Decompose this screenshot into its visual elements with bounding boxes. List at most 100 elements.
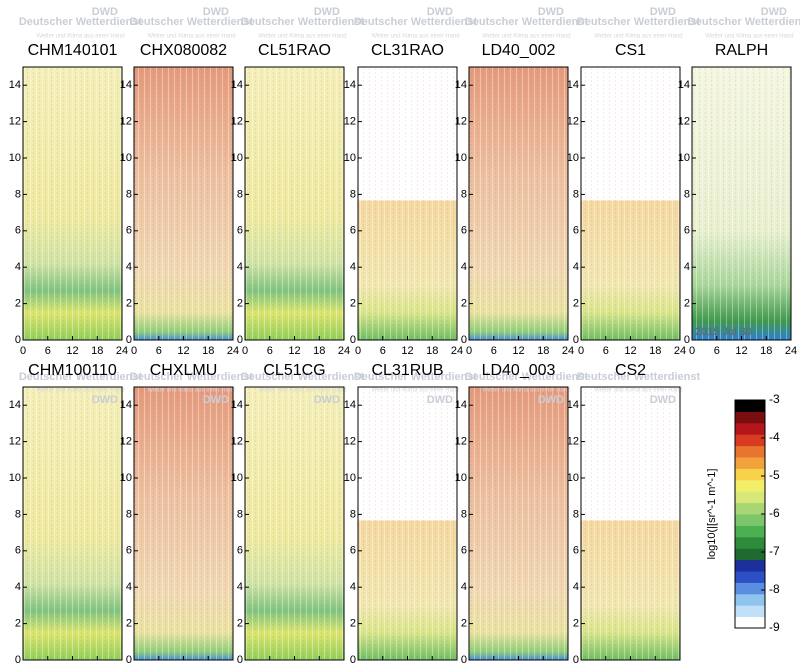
y-tick-label: 12 xyxy=(231,116,243,128)
panel-title: LD40_002 xyxy=(482,42,556,59)
panel: Deutscher Wetterdienst Wetter und Klima a… xyxy=(231,6,365,357)
colorbar-segment xyxy=(735,605,765,618)
y-tick-label: 12 xyxy=(231,436,243,448)
colorbar-segment xyxy=(735,514,765,526)
y-tick-label: 4 xyxy=(15,581,21,593)
y-tick-label: 4 xyxy=(126,261,132,273)
colorbar-tick-label: -3 xyxy=(769,392,780,406)
y-tick-label: 2 xyxy=(461,618,467,630)
watermark-logo: DWD xyxy=(203,6,229,18)
x-tick-label: 12 xyxy=(288,345,300,357)
y-tick-label: 4 xyxy=(237,581,243,593)
watermark-tagline: Wetter und Klima aus einer Hand xyxy=(258,388,346,394)
x-tick-label: 6 xyxy=(603,345,609,357)
backscatter-texture xyxy=(581,387,680,660)
y-tick-label: 2 xyxy=(573,298,579,310)
x-tick-label: 6 xyxy=(380,345,386,357)
y-tick-label: 12 xyxy=(455,116,467,128)
colorbar-tick-label: -7 xyxy=(769,544,780,558)
watermark-name: Deutscher Wetterdienst xyxy=(130,16,254,28)
x-tick-label: 12 xyxy=(66,345,78,357)
x-tick-label: 0 xyxy=(20,345,26,357)
y-tick-label: 8 xyxy=(684,188,690,200)
watermark-name: Deutscher Wetterdienst xyxy=(354,16,478,28)
y-tick-label: 10 xyxy=(9,152,21,164)
backscatter-texture xyxy=(469,387,568,660)
x-tick-label: 24 xyxy=(451,345,463,357)
watermark-tagline: Wetter und Klima aus einer Hand xyxy=(482,34,570,40)
y-tick-label: 2 xyxy=(350,298,356,310)
y-tick-label: 6 xyxy=(350,225,356,237)
backscatter-texture xyxy=(23,67,122,340)
y-tick-label: 8 xyxy=(573,508,579,520)
panel: Deutscher Wetterdienst Wetter und Klima a… xyxy=(678,6,800,357)
y-tick-label: 8 xyxy=(126,508,132,520)
y-tick-label: 6 xyxy=(15,225,21,237)
y-tick-label: 8 xyxy=(126,188,132,200)
colorbar-segment xyxy=(735,445,765,458)
y-tick-label: 2 xyxy=(684,298,690,310)
y-tick-label: 12 xyxy=(9,436,21,448)
x-tick-label: 0 xyxy=(689,345,695,357)
y-tick-label: 12 xyxy=(567,436,579,448)
y-tick-label: 10 xyxy=(231,152,243,164)
watermark-logo: DWD xyxy=(650,394,676,406)
y-tick-label: 2 xyxy=(126,618,132,630)
watermark-name: Deutscher Wetterdienst xyxy=(577,16,701,28)
panel-title: CL31RUB xyxy=(371,362,443,379)
x-tick-label: 12 xyxy=(401,345,413,357)
watermark-logo: DWD xyxy=(203,394,229,406)
y-tick-label: 0 xyxy=(461,654,467,665)
y-tick-label: 6 xyxy=(573,225,579,237)
x-tick-label: 0 xyxy=(355,345,361,357)
watermark-name: Deutscher Wetterdienst xyxy=(241,371,365,383)
y-tick-label: 2 xyxy=(237,618,243,630)
backscatter-texture xyxy=(581,67,680,340)
watermark-logo: DWD xyxy=(650,6,676,18)
y-tick-label: 10 xyxy=(344,472,356,484)
y-tick-label: 6 xyxy=(350,545,356,557)
y-tick-label: 14 xyxy=(455,79,467,91)
colorbar-tick-label: -6 xyxy=(769,506,780,520)
panel-title: CHX080082 xyxy=(140,42,227,59)
panel: Deutscher Wetterdienst Wetter und Klima a… xyxy=(231,362,365,666)
watermark-tagline: Wetter und Klima aus einer Hand xyxy=(594,388,682,394)
y-tick-label: 6 xyxy=(461,545,467,557)
y-tick-label: 10 xyxy=(455,152,467,164)
y-tick-label: 14 xyxy=(678,79,690,91)
watermark-logo: DWD xyxy=(761,6,787,18)
y-tick-label: 2 xyxy=(15,618,21,630)
y-tick-label: 6 xyxy=(237,545,243,557)
y-tick-label: 8 xyxy=(350,508,356,520)
panel: Deutscher Wetterdienst Wetter und Klima a… xyxy=(455,6,589,357)
colorbar-segment xyxy=(735,457,765,469)
watermark-name: Deutscher Wetterdienst xyxy=(241,16,365,28)
date-annotation: 2015 Jul 30 xyxy=(695,326,752,338)
panel-title: CHM100110 xyxy=(28,362,117,379)
x-tick-label: 24 xyxy=(227,345,239,357)
y-tick-label: 12 xyxy=(120,436,132,448)
x-tick-label: 6 xyxy=(45,345,51,357)
x-tick-label: 18 xyxy=(202,345,214,357)
y-tick-label: 10 xyxy=(567,152,579,164)
y-tick-label: 10 xyxy=(455,472,467,484)
colorbar-segment xyxy=(735,491,765,504)
x-tick-label: 18 xyxy=(760,345,772,357)
watermark-logo: DWD xyxy=(427,6,453,18)
x-tick-label: 0 xyxy=(466,345,472,357)
y-tick-label: 4 xyxy=(350,581,356,593)
y-tick-label: 10 xyxy=(231,472,243,484)
colorbar-segment xyxy=(735,536,765,549)
x-tick-label: 0 xyxy=(578,345,584,357)
y-tick-label: 8 xyxy=(15,188,21,200)
watermark-name: Deutscher Wetterdienst xyxy=(465,371,589,383)
panel-title: LD40_003 xyxy=(482,362,556,379)
panel: Deutscher Wetterdienst Wetter und Klima a… xyxy=(567,362,701,666)
y-tick-label: 2 xyxy=(461,298,467,310)
backscatter-texture xyxy=(245,67,344,340)
watermark-tagline: Wetter und Klima aus einer Hand xyxy=(147,388,235,394)
x-tick-label: 24 xyxy=(674,345,686,357)
y-tick-label: 4 xyxy=(15,261,21,273)
y-tick-label: 0 xyxy=(461,334,467,346)
